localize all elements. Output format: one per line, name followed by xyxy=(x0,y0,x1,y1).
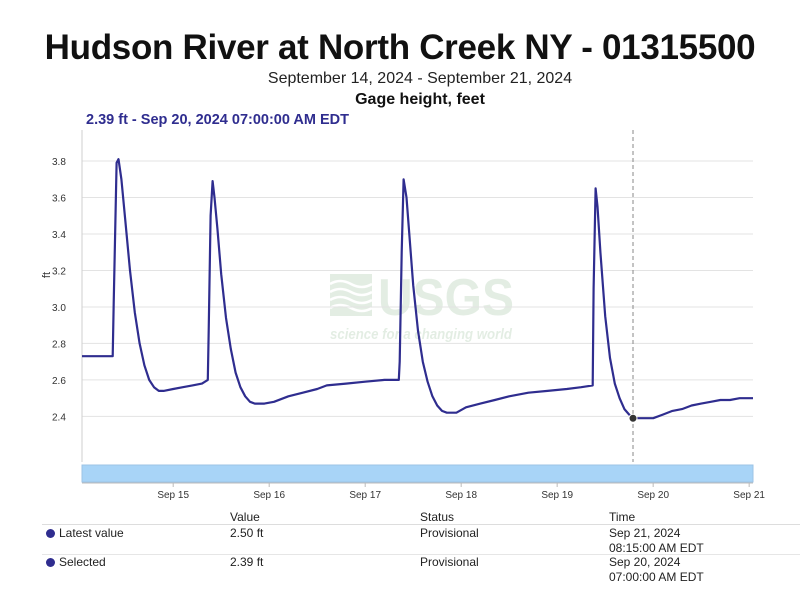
header-value: Value xyxy=(230,510,260,524)
row-time-clock: 07:00:00 AM EDT xyxy=(609,570,704,584)
header-status: Status xyxy=(420,510,455,524)
row-value: 2.50 ft xyxy=(230,526,264,540)
usgs-logo-wave-line xyxy=(329,295,373,305)
row-label: Selected xyxy=(59,555,106,569)
y-axis-label: ft xyxy=(41,272,53,278)
time-range-brush xyxy=(81,464,754,483)
y-tick-label: 3.0 xyxy=(52,303,66,314)
row-label: Latest value xyxy=(59,526,124,540)
page-title: Hudson River at North Creek NY - 0131550… xyxy=(44,28,756,67)
table-divider xyxy=(42,524,800,525)
selected-point-label: 2.39 ft - Sep 20, 2024 07:00:00 AM EDT xyxy=(86,112,349,128)
x-tick-label: Sep 15 xyxy=(157,490,189,501)
x-tick-label: Sep 16 xyxy=(253,490,285,501)
y-tick-label: 3.8 xyxy=(52,157,66,168)
y-tick-label: 3.2 xyxy=(52,266,66,277)
series-dot-icon xyxy=(46,529,55,538)
usgs-logo-wave-line xyxy=(329,303,373,313)
row-time-date: Sep 20, 2024 xyxy=(609,555,681,569)
y-tick-label: 2.4 xyxy=(52,412,66,423)
selected-point-marker xyxy=(628,413,638,423)
row-status: Provisional xyxy=(420,555,479,569)
y-tick-label: 2.8 xyxy=(52,339,66,350)
date-range: September 14, 2024 - September 21, 2024 xyxy=(267,70,573,87)
row-time-clock: 08:15:00 AM EDT xyxy=(609,541,704,555)
x-tick-label: Sep 21 xyxy=(733,490,765,501)
usgs-logo-wave-line xyxy=(329,287,373,297)
x-tick-label: Sep 20 xyxy=(637,490,669,501)
series-dot-icon xyxy=(46,558,55,567)
gage-height-line xyxy=(82,158,753,420)
row-value: 2.39 ft xyxy=(230,555,264,569)
y-tick-label: 2.6 xyxy=(52,376,66,387)
row-time-date: Sep 21, 2024 xyxy=(609,526,681,540)
x-tick-label: Sep 18 xyxy=(445,490,477,501)
x-tick-label: Sep 19 xyxy=(541,490,573,501)
x-tick-label: Sep 17 xyxy=(349,490,381,501)
usgs-tagline: science for a changing world xyxy=(330,326,513,343)
usgs-logo-text: USGS xyxy=(378,269,514,327)
header-time: Time xyxy=(609,510,636,524)
y-tick-label: 3.6 xyxy=(52,193,66,204)
usgs-logo-wave-icon xyxy=(330,274,372,316)
table-divider xyxy=(42,554,800,555)
row-status: Provisional xyxy=(420,526,479,540)
parameter-label: Gage height, feet xyxy=(355,91,485,108)
usgs-logo-wave-line xyxy=(329,279,373,289)
y-tick-label: 3.4 xyxy=(52,230,66,241)
